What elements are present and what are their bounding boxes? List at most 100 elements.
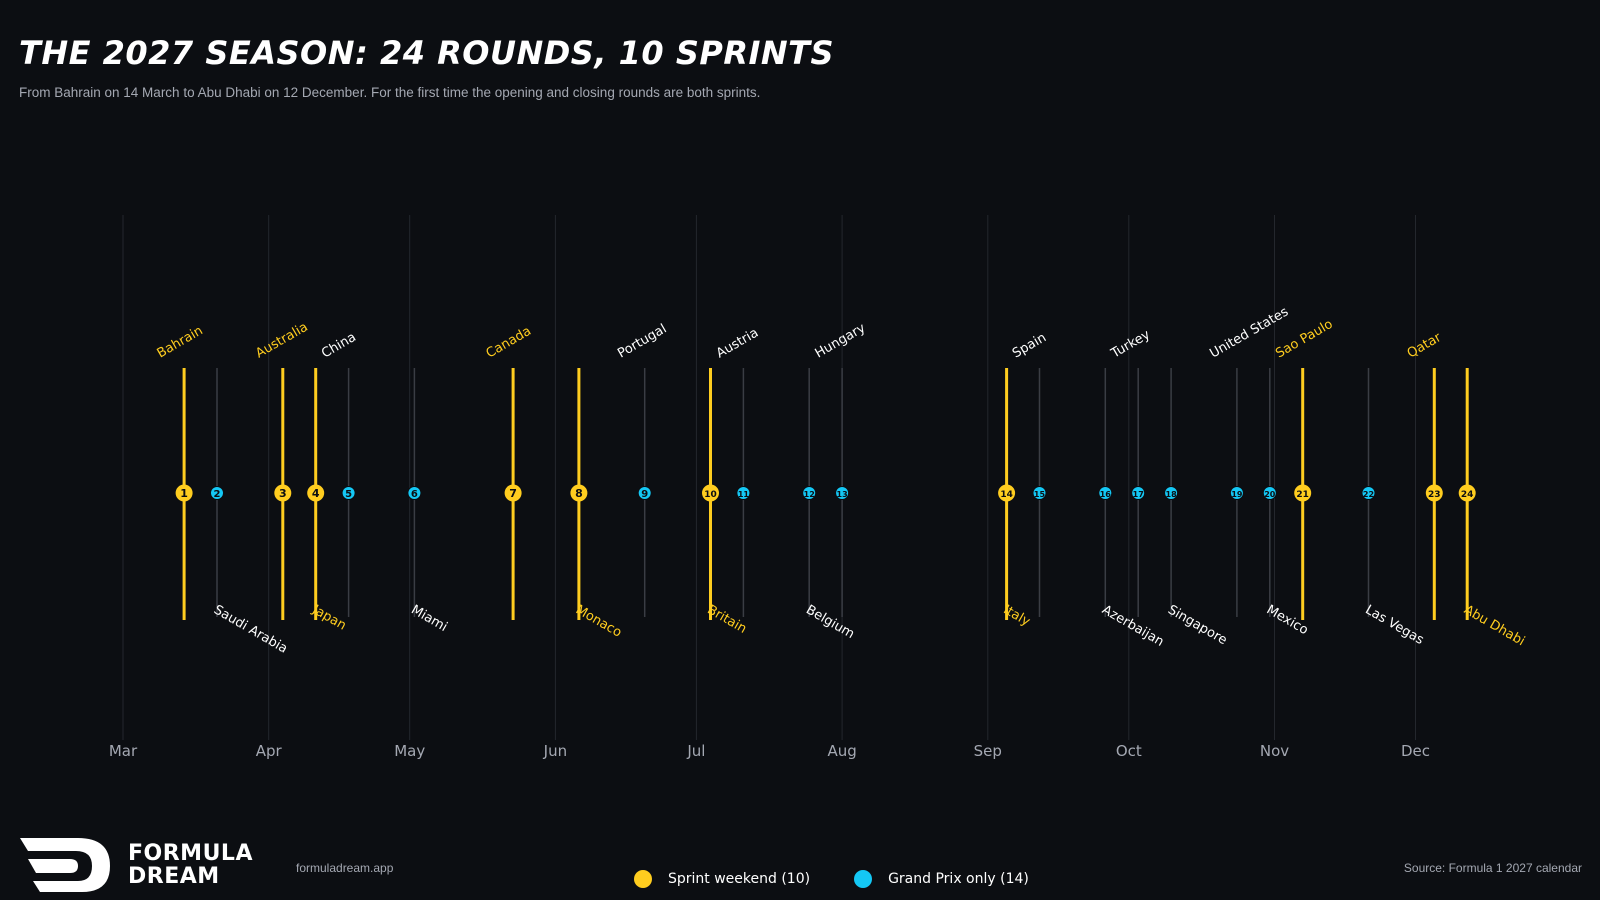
- round-label: Spain: [1010, 330, 1049, 361]
- round-8-monaco: 8 Monaco: [570, 368, 624, 641]
- round-number: 3: [279, 487, 287, 500]
- round-number: 21: [1296, 490, 1309, 500]
- round-13-hungary: 13 Hungary: [813, 321, 869, 617]
- round-marker: [1229, 486, 1244, 500]
- round-label: Sao Paulo: [1273, 317, 1335, 362]
- site-link[interactable]: formuladream.app: [296, 861, 394, 875]
- round-label: China: [319, 330, 359, 362]
- round-11-austria: 11 Austria: [714, 326, 761, 617]
- round-marker: [407, 486, 422, 500]
- round-label: Las Vegas: [1363, 602, 1427, 648]
- round-label: Singapore: [1165, 602, 1229, 648]
- round-marker: [802, 486, 817, 500]
- round-number: 18: [1166, 490, 1178, 499]
- round-2-saudi-arabia: 2 Saudi Arabia: [210, 368, 290, 657]
- round-label: Austria: [714, 326, 761, 362]
- round-number: 6: [411, 489, 418, 500]
- round-marker: [736, 486, 751, 500]
- round-1-bahrain: 1 Bahrain: [155, 323, 206, 620]
- legend-sprint: Sprint weekend (10): [634, 870, 810, 888]
- round-23-qatar: 23 Qatar: [1405, 330, 1445, 620]
- legend-gp-label: Grand Prix only (14): [888, 871, 1029, 887]
- x-tick-label-may: May: [394, 742, 425, 760]
- x-tick-label-nov: Nov: [1260, 742, 1289, 760]
- x-tick-label-dec: Dec: [1401, 742, 1430, 760]
- round-label: Australia: [253, 320, 310, 362]
- round-label: Hungary: [813, 321, 869, 362]
- round-number: 1: [180, 487, 188, 500]
- round-6-miami: 6 Miami: [407, 368, 450, 635]
- round-17-turkey: 17 Turkey: [1108, 327, 1153, 617]
- round-24-abu-dhabi: 24 Abu Dhabi: [1458, 368, 1527, 649]
- round-label: Japan: [309, 602, 349, 634]
- round-label: Monaco: [573, 602, 624, 640]
- round-marker: [1425, 484, 1443, 502]
- round-label: Miami: [408, 602, 449, 635]
- round-7-canada: 7 Canada: [484, 324, 534, 620]
- round-number: 15: [1034, 490, 1046, 499]
- round-number: 17: [1133, 490, 1144, 499]
- round-label: Belgium: [803, 602, 857, 642]
- round-22-las-vegas: 22 Las Vegas: [1361, 368, 1427, 648]
- round-marker: [1098, 486, 1113, 500]
- round-18-singapore: 18 Singapore: [1164, 368, 1229, 648]
- round-number: 20: [1264, 490, 1276, 499]
- round-number: 7: [509, 487, 517, 500]
- round-label: Bahrain: [155, 323, 206, 361]
- x-tick-label-jul: Jul: [686, 742, 705, 760]
- round-number: 14: [1000, 490, 1013, 500]
- round-number: 12: [804, 490, 815, 499]
- round-number: 4: [312, 487, 320, 500]
- round-number: 19: [1231, 490, 1243, 499]
- round-marker: [341, 486, 356, 500]
- legend-gp: Grand Prix only (14): [854, 870, 1029, 888]
- round-marker: [504, 484, 522, 502]
- round-number: 10: [704, 490, 717, 500]
- round-marker: [1032, 486, 1047, 500]
- x-tick-label-aug: Aug: [827, 742, 856, 760]
- round-number: 11: [738, 490, 750, 499]
- sprint-dot-icon: [634, 870, 652, 888]
- round-marker: [637, 486, 652, 500]
- round-label: Azerbaijan: [1099, 602, 1166, 649]
- round-21-sao-paulo: 21 Sao Paulo: [1273, 317, 1336, 620]
- brand-line-2: DREAM: [128, 864, 220, 889]
- gp-dot-icon: [854, 870, 873, 888]
- round-number: 22: [1363, 490, 1374, 499]
- round-number: 23: [1428, 490, 1441, 500]
- formula-dream-logo: FORMULA DREAM: [18, 836, 253, 894]
- round-number: 13: [837, 490, 848, 499]
- round-number: 9: [641, 489, 648, 500]
- month-axis: Mar Apr May Jun Jul Aug Sep Oct Nov Dec: [109, 742, 1430, 760]
- x-tick-label-apr: Apr: [256, 742, 283, 760]
- round-marker: [1262, 486, 1277, 500]
- round-12-belgium: 12 Belgium: [802, 368, 857, 642]
- round-label: Qatar: [1405, 330, 1445, 362]
- round-3-australia: 3 Australia: [253, 320, 311, 620]
- round-marker: [835, 486, 850, 500]
- x-tick-label-mar: Mar: [109, 742, 138, 760]
- round-number: 2: [214, 489, 221, 500]
- round-label: Abu Dhabi: [1461, 602, 1527, 649]
- round-number: 5: [345, 489, 352, 500]
- round-marker: [998, 484, 1016, 502]
- round-marker: [175, 484, 193, 502]
- formula-dream-logo-icon: [20, 838, 110, 892]
- round-14-italy: 14 Italy: [998, 368, 1033, 630]
- round-label: Turkey: [1108, 327, 1153, 362]
- round-4-japan: 4 Japan: [307, 368, 349, 634]
- round-marker: [570, 484, 588, 502]
- round-marker: [307, 484, 325, 502]
- source-note: Source: Formula 1 2027 calendar: [1403, 861, 1582, 875]
- round-marker: [1458, 484, 1476, 502]
- round-label: Saudi Arabia: [211, 602, 290, 656]
- round-marker: [1361, 486, 1376, 500]
- round-marker: [1164, 486, 1179, 500]
- brand-line-1: FORMULA: [128, 841, 253, 866]
- round-16-azerbaijan: 16 Azerbaijan: [1098, 368, 1166, 650]
- round-marker: [274, 484, 292, 502]
- round-label: Italy: [1001, 602, 1033, 629]
- rounds: 1 Bahrain 2 Saudi Arabia 3 Australia 4 Japan 5 Ch…: [155, 304, 1528, 656]
- brand-wordmark: FORMULA DREAM: [128, 842, 253, 888]
